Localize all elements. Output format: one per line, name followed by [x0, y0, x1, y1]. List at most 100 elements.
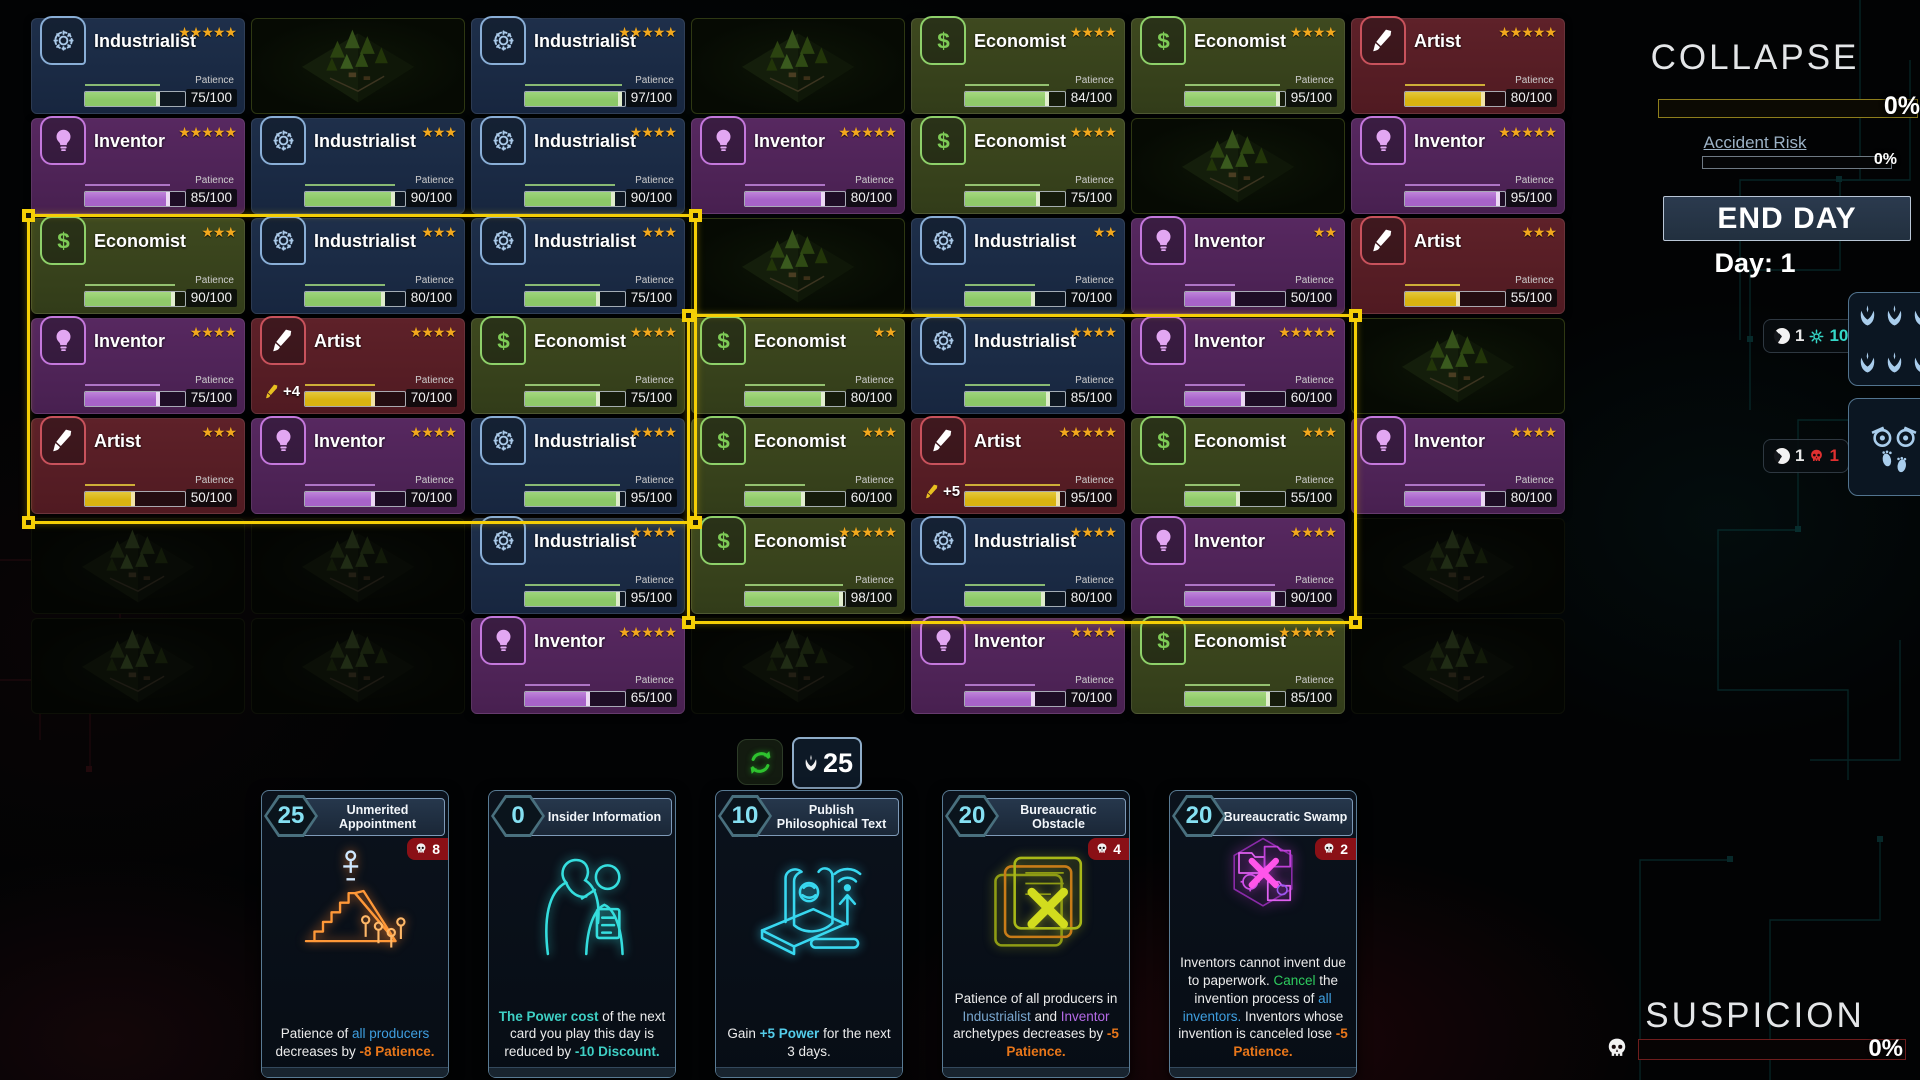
patience-value: 97/100	[625, 89, 677, 107]
selection-rectangle-2[interactable]	[682, 309, 1362, 629]
patience-bar	[84, 91, 186, 107]
unit-card[interactable]: Industrialist ★★★★★ Patience 97/100	[471, 16, 685, 114]
threat-pill-value: 1	[1829, 446, 1839, 465]
unit-card[interactable]: Inventor ★★★★★ Patience 80/100	[691, 116, 905, 214]
unit-card[interactable]: Artist ★★★ Patience 55/100	[1351, 216, 1565, 314]
unit-card[interactable]: Artist ★★★ Patience 50/100	[31, 416, 245, 514]
board-tile[interactable]	[251, 518, 465, 614]
unit-card[interactable]: Economist ★★★★ Patience 84/100	[911, 16, 1125, 114]
board-tile[interactable]	[1131, 118, 1345, 214]
unit-card[interactable]: Inventor ★★★★★ Patience 65/100	[471, 616, 685, 714]
unit-card[interactable]: Artist ★★★★★ Patience 95/100 +5	[911, 416, 1125, 514]
card-footer	[262, 1067, 448, 1077]
unit-card[interactable]: Economist ★★★★ Patience 75/100	[911, 116, 1125, 214]
board-tile[interactable]	[691, 618, 905, 714]
board-tile[interactable]	[1351, 318, 1565, 414]
unit-card[interactable]: Economist ★★★★★ Patience 98/100	[691, 516, 905, 614]
unit-card[interactable]: Inventor ★★★★ Patience 80/100	[1351, 416, 1565, 514]
selection-handle[interactable]	[689, 209, 702, 222]
redraw-hand-button[interactable]	[737, 739, 783, 785]
patience-topline	[305, 184, 395, 186]
forest-icon	[723, 24, 873, 108]
unit-card[interactable]: Inventor ★★ Patience 50/100	[1131, 216, 1345, 314]
unit-card[interactable]: Inventor ★★★★ Patience 75/100	[31, 316, 245, 414]
unit-card[interactable]: Economist ★★★★ Patience 75/100	[471, 316, 685, 414]
patience-bar	[84, 491, 186, 507]
patience-label: Patience	[1295, 375, 1334, 386]
archetype-badge	[700, 316, 746, 365]
board-tile[interactable]	[31, 518, 245, 614]
unit-card[interactable]: Industrialist ★★★★ Patience 90/100	[471, 116, 685, 214]
unit-card[interactable]: Inventor ★★★★ Patience 90/100	[1131, 516, 1345, 614]
unit-card[interactable]: Artist ★★★★ Patience 70/100 +4	[251, 316, 465, 414]
hand-card[interactable]: Unmerited Appointment 25 8 Patience of a…	[261, 790, 449, 1078]
end-day-button[interactable]: END DAY	[1663, 196, 1911, 241]
board-tile[interactable]	[251, 618, 465, 714]
card-description: Gain +5 Power for the next 3 days.	[727, 1026, 891, 1060]
unit-card[interactable]: Industrialist ★★★★ Patience 95/100	[471, 516, 685, 614]
hand-card[interactable]: Bureaucratic Swamp 20 2 Inventors cannot…	[1169, 790, 1357, 1078]
laurel-icon	[1882, 303, 1907, 328]
card-skull-badge: 2	[1315, 838, 1356, 860]
unit-card[interactable]: Industrialist ★★★★ Patience 85/100	[911, 316, 1125, 414]
unit-card[interactable]: Economist ★★★★ Patience 95/100	[1131, 16, 1345, 114]
patience-bar	[1184, 591, 1286, 607]
selection-handle[interactable]	[682, 616, 695, 629]
unit-title: Economist	[1194, 631, 1287, 651]
unit-card[interactable]: Economist ★★★★★ Patience 85/100	[1131, 616, 1345, 714]
unit-card[interactable]: Economist ★★ Patience 80/100	[691, 316, 905, 414]
hand-card[interactable]: Publish Philosophical Text 10 Gain +5 Po…	[715, 790, 903, 1078]
unit-card[interactable]: Inventor ★★★★ Patience 70/100	[251, 416, 465, 514]
patience-label: Patience	[635, 275, 674, 286]
board-tile[interactable]	[251, 18, 465, 114]
selection-handle[interactable]	[22, 209, 35, 222]
hand-card[interactable]: Bureaucratic Obstacle 20 4 Patience of a…	[942, 790, 1130, 1078]
selection-handle[interactable]	[682, 309, 695, 322]
unit-card[interactable]: Industrialist ★★★★ Patience 95/100	[471, 416, 685, 514]
board-tile[interactable]	[1351, 618, 1565, 714]
watcher-deck-tile[interactable]	[1848, 398, 1920, 496]
unit-card[interactable]: Inventor ★★★★ Patience 70/100	[911, 616, 1125, 714]
patience-bar-fill	[85, 492, 135, 506]
selection-handle[interactable]	[1349, 616, 1362, 629]
board-tile[interactable]	[1351, 518, 1565, 614]
unit-card[interactable]: Economist ★★★ Patience 60/100	[691, 416, 905, 514]
board-tile[interactable]	[31, 618, 245, 714]
board-tile[interactable]	[691, 18, 905, 114]
selection-handle[interactable]	[1349, 309, 1362, 322]
unit-modifier: +4	[264, 383, 300, 400]
accident-risk-label[interactable]: Accident Risk	[1703, 133, 1807, 152]
patience-topline	[1185, 84, 1280, 86]
unit-title: Economist	[534, 331, 627, 351]
unit-card[interactable]: Industrialist ★★★★ Patience 80/100	[911, 516, 1125, 614]
patience-topline	[965, 84, 1049, 86]
unit-card[interactable]: Inventor ★★★★★ Patience 95/100	[1351, 116, 1565, 214]
unit-card[interactable]: Industrialist ★★★ Patience 80/100	[251, 216, 465, 314]
archetype-badge	[920, 416, 966, 465]
patience-bar-fill	[965, 92, 1049, 106]
clock-icon	[1773, 327, 1791, 345]
hand-card[interactable]: Insider Information 0 The Power cost of …	[488, 790, 676, 1078]
patience-label: Patience	[1075, 575, 1114, 586]
unit-title: Economist	[754, 431, 847, 451]
unit-card[interactable]: Industrialist ★★★ Patience 90/100	[251, 116, 465, 214]
unit-title: Industrialist	[314, 231, 417, 251]
patience-topline	[1405, 84, 1485, 86]
unit-card[interactable]: Industrialist ★★★ Patience 75/100	[471, 216, 685, 314]
selection-handle[interactable]	[689, 516, 702, 529]
unit-card[interactable]: Economist ★★★ Patience 55/100	[1131, 416, 1345, 514]
unit-card[interactable]: Artist ★★★★★ Patience 80/100	[1351, 16, 1565, 114]
unit-card[interactable]: Economist ★★★ Patience 90/100	[31, 216, 245, 314]
unit-card[interactable]: Industrialist ★★★★★ Patience 75/100	[31, 16, 245, 114]
unit-card[interactable]: Industrialist ★★ Patience 70/100	[911, 216, 1125, 314]
power-deck-tile[interactable]	[1848, 292, 1920, 386]
selection-rectangle-1[interactable]	[22, 209, 702, 529]
card-hand: Unmerited Appointment 25 8 Patience of a…	[261, 790, 1357, 1078]
unit-card[interactable]: Inventor ★★★★★ Patience 85/100	[31, 116, 245, 214]
selection-handle[interactable]	[22, 516, 35, 529]
star-rating: ★★★	[641, 224, 677, 240]
patience-bar-fill	[1405, 92, 1485, 106]
board-tile[interactable]	[691, 218, 905, 314]
skull-icon	[1322, 842, 1336, 856]
unit-card[interactable]: Inventor ★★★★★ Patience 60/100	[1131, 316, 1345, 414]
